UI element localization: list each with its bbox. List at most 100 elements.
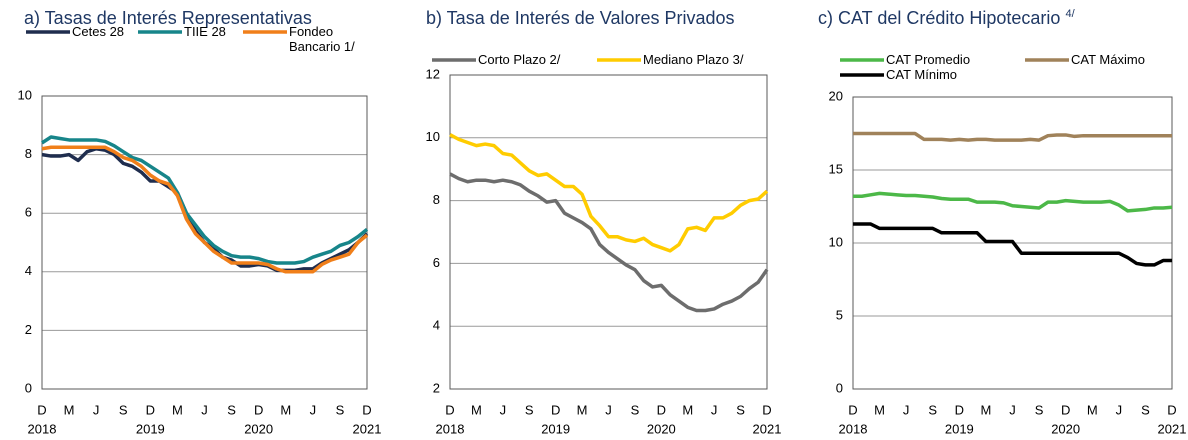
series-line — [41, 145, 369, 274]
legend-item: Cetes 28 — [26, 24, 138, 54]
x-tick-label: J — [711, 402, 718, 417]
x-tick-label: D — [657, 402, 666, 417]
x-tick-label: S — [631, 402, 640, 417]
x-tick-label: M — [874, 402, 885, 417]
x-tick-label: M — [471, 402, 482, 417]
x-tick-label: S — [1141, 402, 1150, 417]
y-tick-label: 8 — [433, 192, 440, 207]
y-tick-label: 5 — [836, 307, 843, 322]
chart-title-wrap: c) CAT del Crédito Hipotecario 4/ — [818, 8, 1075, 29]
x-tick-label: D — [1061, 402, 1070, 417]
y-tick-label: 20 — [829, 88, 843, 103]
x-tick-label: D — [37, 402, 46, 417]
series-line — [41, 135, 369, 265]
x-tick-label: D — [254, 402, 263, 417]
x-tick-label: D — [551, 402, 560, 417]
x-tick-label: M — [172, 402, 183, 417]
plot-frame — [449, 74, 768, 390]
x-tick-label: S — [736, 402, 745, 417]
legend-item: CAT Promedio — [840, 52, 1025, 67]
x-tick-label: D — [146, 402, 155, 417]
legend: CAT Promedio CAT Máximo CAT Mínimo — [840, 52, 1180, 82]
legend: Cetes 28 TIIE 28 Fondeo Bancario 1/ — [26, 24, 376, 54]
legend-swatch — [138, 30, 182, 34]
x-year-label: 2018 — [28, 421, 57, 436]
x-tick-label: J — [1116, 402, 1123, 417]
legend-label: CAT Mínimo — [886, 67, 958, 82]
x-tick-label: M — [280, 402, 291, 417]
legend-swatch — [1025, 58, 1069, 62]
plot-frame — [41, 95, 368, 390]
x-tick-label: J — [903, 402, 910, 417]
y-tick-label: 4 — [433, 318, 440, 333]
x-tick-label: S — [119, 402, 128, 417]
series-line — [41, 146, 369, 273]
series-line — [853, 222, 1172, 267]
legend-label: Mediano Plazo 3/ — [643, 52, 744, 67]
y-tick-label: 4 — [25, 263, 32, 278]
x-tick-label: J — [500, 402, 507, 417]
x-tick-label: D — [848, 402, 857, 417]
chart-title: b) Tasa de Interés de Valores Privados — [426, 8, 735, 28]
x-tick-label: J — [93, 402, 100, 417]
series-line — [449, 172, 769, 313]
series-line — [853, 131, 1172, 142]
x-tick-label: M — [1087, 402, 1098, 417]
series-line — [449, 133, 769, 253]
x-tick-label: D — [762, 402, 771, 417]
x-tick-label: M — [980, 402, 991, 417]
legend-swatch — [597, 58, 641, 62]
y-tick-label: 2 — [433, 380, 440, 395]
legend-swatch — [26, 30, 70, 34]
x-year-label: 2018 — [436, 421, 465, 436]
x-tick-label: S — [1035, 402, 1044, 417]
legend-item: Fondeo Bancario 1/ — [243, 24, 368, 54]
x-tick-label: J — [1009, 402, 1016, 417]
legend-swatch — [243, 30, 287, 34]
y-tick-label: 6 — [433, 255, 440, 270]
x-year-label: 2020 — [1051, 421, 1080, 436]
legend-item: Mediano Plazo 3/ — [597, 52, 772, 67]
x-year-label: 2021 — [753, 421, 782, 436]
x-year-label: 2018 — [839, 421, 868, 436]
y-tick-label: 6 — [25, 205, 32, 220]
x-year-label: 2020 — [244, 421, 273, 436]
x-tick-label: D — [955, 402, 964, 417]
x-tick-label: M — [682, 402, 693, 417]
x-tick-label: S — [227, 402, 236, 417]
x-year-label: 2019 — [136, 421, 165, 436]
x-tick-label: J — [310, 402, 317, 417]
y-tick-label: 10 — [829, 234, 843, 249]
chart-title: a) Tasas de Interés Representativas — [24, 8, 312, 28]
legend-label: TIIE 28 — [184, 24, 226, 39]
y-tick-label: 2 — [25, 322, 32, 337]
x-tick-label: D — [445, 402, 454, 417]
legend-item: Corto Plazo 2/ — [432, 52, 597, 67]
x-tick-label: S — [525, 402, 534, 417]
x-year-label: 2019 — [945, 421, 974, 436]
title-note: 4/ — [1065, 8, 1075, 20]
y-tick-label: 8 — [25, 146, 32, 161]
x-year-label: 2020 — [647, 421, 676, 436]
chart-title: c) CAT del Crédito Hipotecario — [818, 8, 1061, 28]
legend-swatch — [432, 58, 476, 62]
x-tick-label: S — [928, 402, 937, 417]
x-tick-label: J — [201, 402, 208, 417]
x-tick-label: M — [577, 402, 588, 417]
y-tick-label: 10 — [426, 129, 440, 144]
series-line — [853, 191, 1173, 213]
y-tick-label: 0 — [836, 380, 843, 395]
legend-label: Fondeo Bancario 1/ — [289, 24, 355, 54]
x-tick-label: M — [64, 402, 75, 417]
legend-label: CAT Máximo — [1071, 52, 1145, 67]
x-tick-label: S — [336, 402, 345, 417]
legend-swatch — [840, 58, 884, 62]
y-tick-label: 15 — [829, 161, 843, 176]
x-tick-label: D — [1167, 402, 1176, 417]
x-year-label: 2021 — [353, 421, 382, 436]
x-year-label: 2021 — [1158, 421, 1187, 436]
y-tick-label: 10 — [18, 87, 32, 102]
x-tick-label: D — [362, 402, 371, 417]
plot-frame — [852, 96, 1173, 390]
